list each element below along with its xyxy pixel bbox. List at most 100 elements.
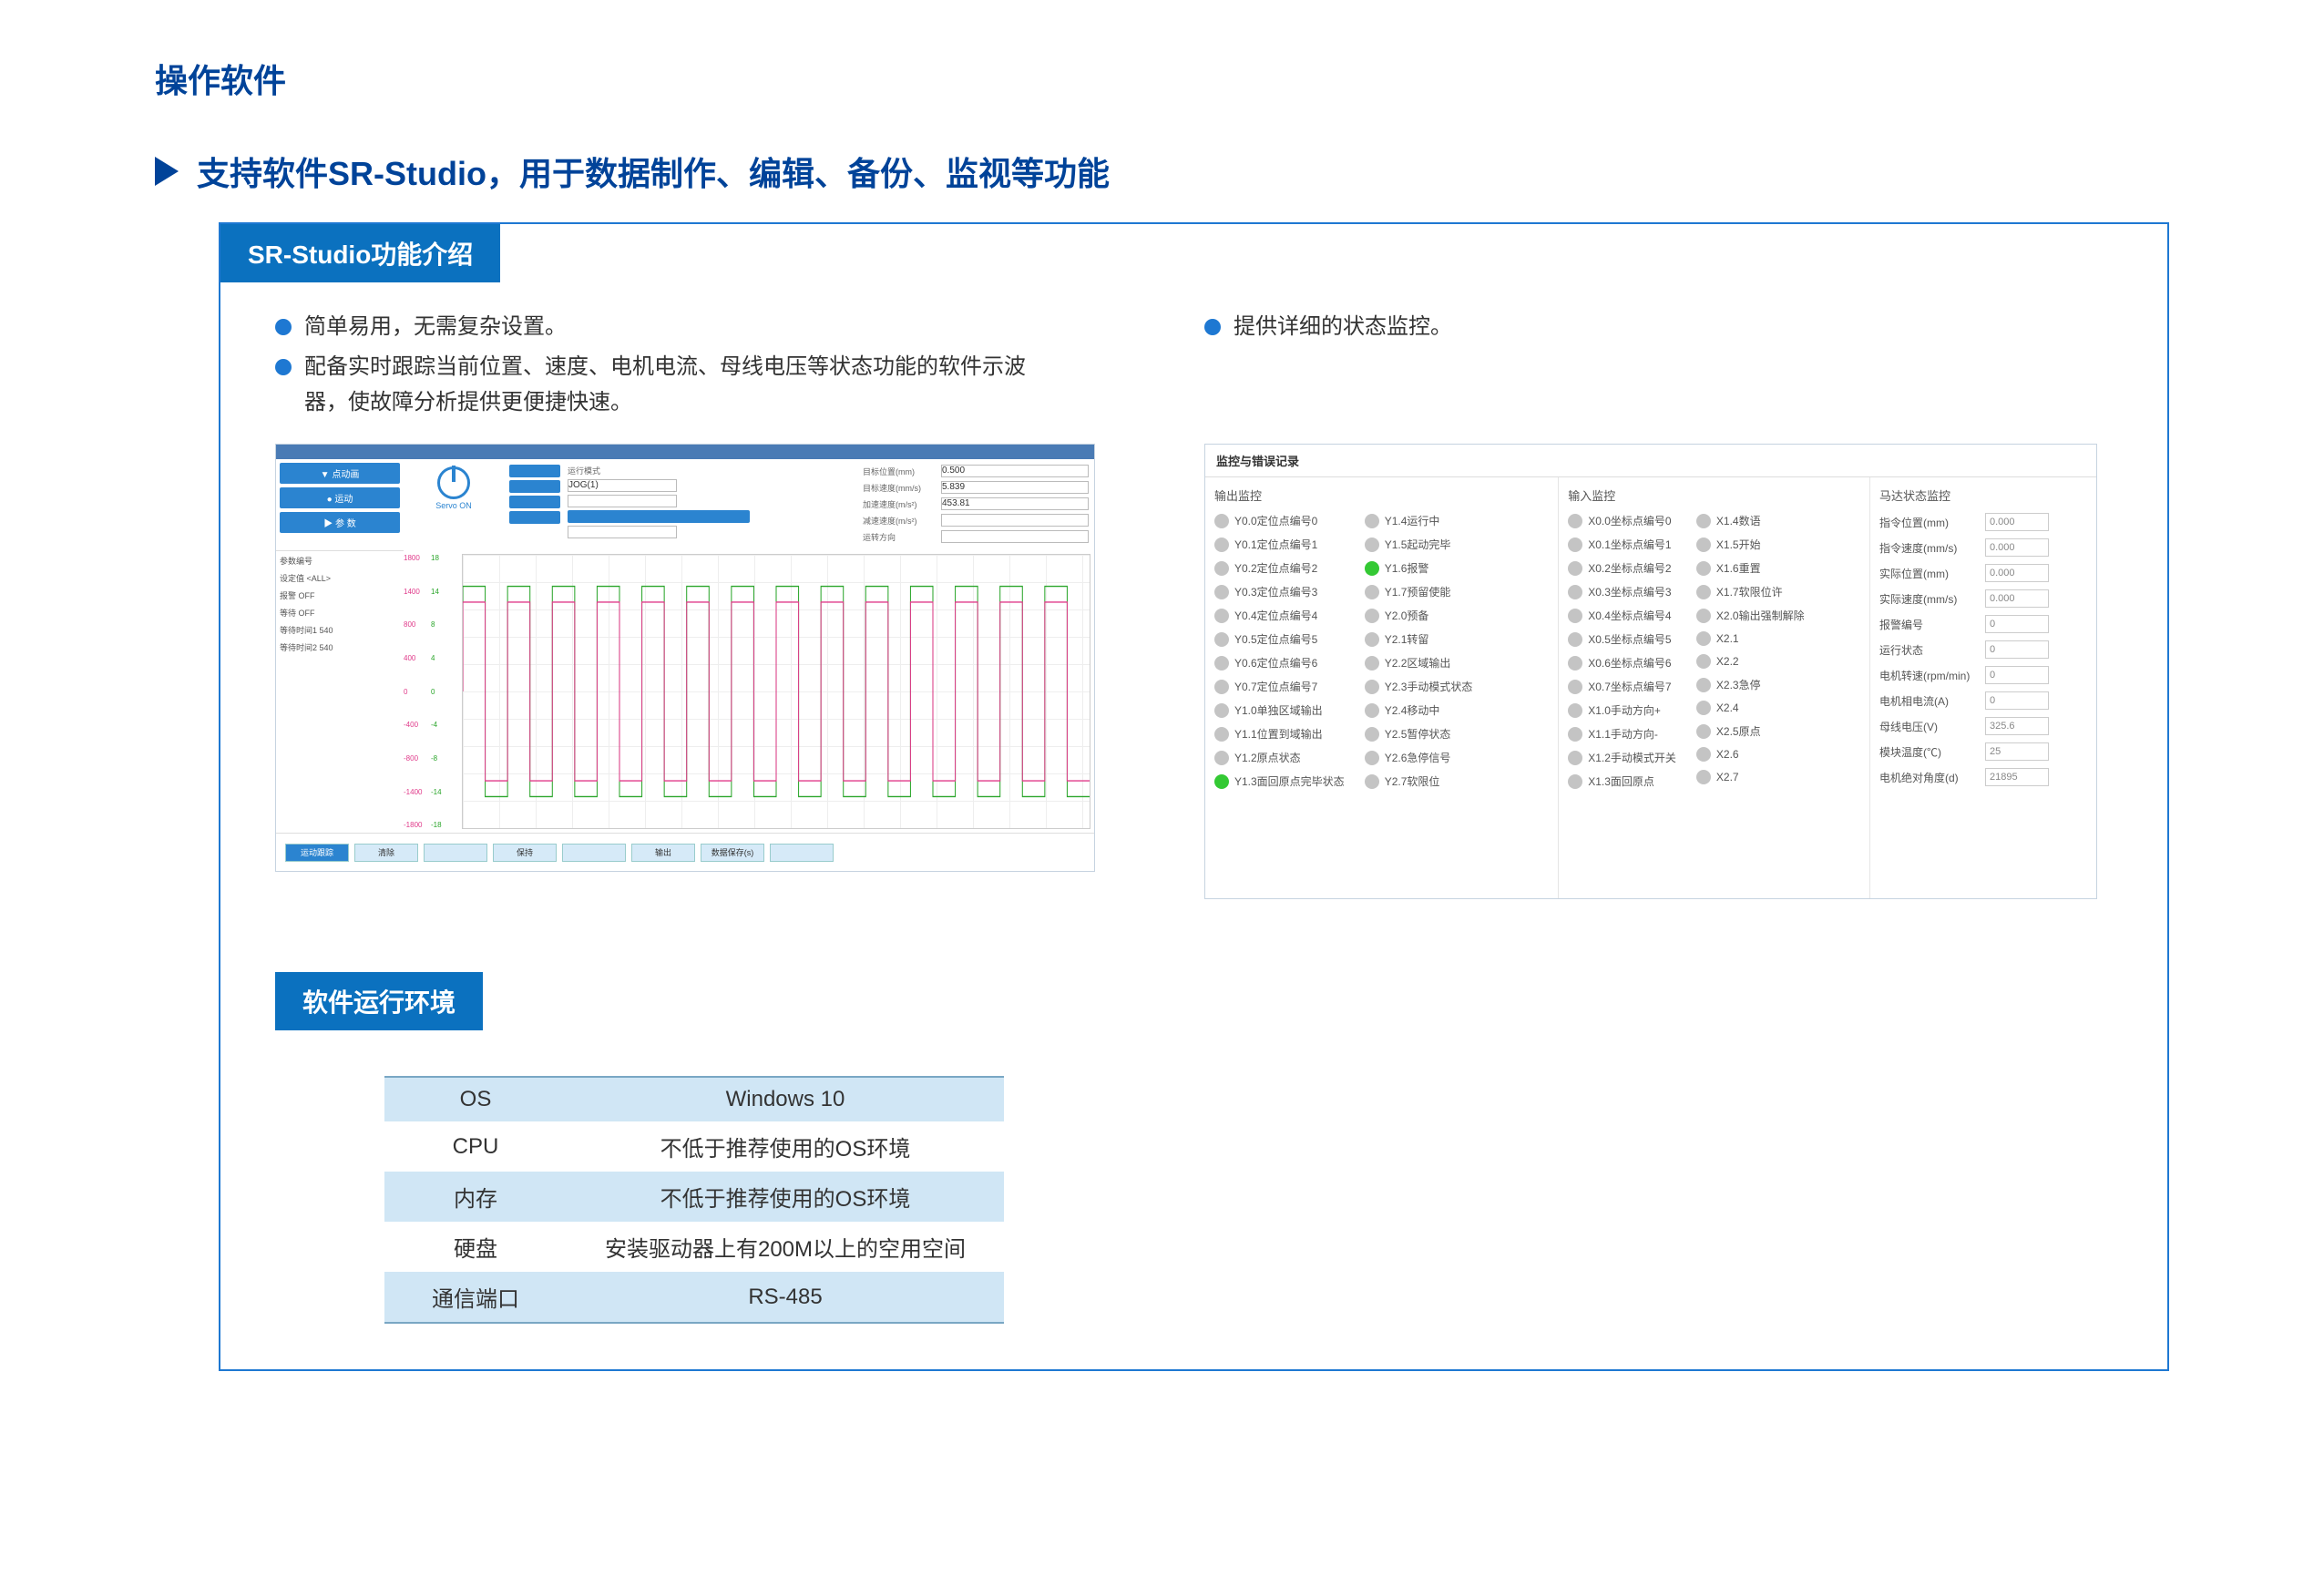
- power-icon[interactable]: [437, 466, 470, 499]
- mon-status-label: X2.4: [1716, 701, 1739, 714]
- osc-side-button[interactable]: ▶ 参 数: [280, 512, 400, 533]
- subhead-row: 支持软件SR-Studio，用于数据制作、编辑、备份、监视等功能: [155, 148, 2169, 195]
- status-dot-icon: [1365, 561, 1379, 576]
- mon-status-label: Y0.5定位点编号5: [1234, 631, 1317, 647]
- status-dot-icon: [1365, 609, 1379, 623]
- mon-status-label: Y0.3定位点编号3: [1234, 584, 1317, 599]
- status-dot-icon: [1365, 538, 1379, 552]
- mon-field-value[interactable]: 325.6: [1985, 717, 2049, 735]
- mon-status-item: Y2.3手动模式状态: [1365, 679, 1473, 694]
- mon-field-value[interactable]: 25: [1985, 742, 2049, 761]
- osc-axis-green: 1814840-4-8-14-18: [431, 550, 458, 833]
- mon-field-label: 指令位置(mm): [1879, 515, 1980, 530]
- mon-status-label: X1.0手动方向+: [1588, 702, 1661, 718]
- mon-status-item: X1.2手动模式开关: [1568, 750, 1676, 765]
- bullet-text: 提供详细的状态监控。: [1234, 310, 1452, 344]
- mon-status-label: Y2.1转留: [1385, 631, 1429, 647]
- mini-button[interactable]: [509, 465, 560, 477]
- mon-field-value[interactable]: 0.000: [1985, 538, 2049, 557]
- mon-field-value[interactable]: 0.000: [1985, 589, 2049, 608]
- osc-bottom-button[interactable]: 运动跟踪: [285, 844, 349, 862]
- osc-bottom-button[interactable]: [770, 844, 834, 862]
- env-table: OSWindows 10CPU不低于推荐使用的OS环境内存不低于推荐使用的OS环…: [384, 1076, 1004, 1324]
- mon-status-item: Y1.7预留使能: [1365, 584, 1473, 599]
- status-dot-icon: [1696, 585, 1711, 599]
- osc-bottom-button[interactable]: [424, 844, 487, 862]
- mon-status-label: X0.4坐标点编号4: [1588, 608, 1671, 623]
- mini-button[interactable]: [509, 480, 560, 493]
- status-dot-icon: [1214, 632, 1229, 647]
- mini-button[interactable]: [509, 511, 560, 524]
- status-dot-icon: [1214, 727, 1229, 742]
- mon-status-item: Y0.7定位点编号7: [1214, 679, 1345, 694]
- osc-bottom-button[interactable]: 输出: [631, 844, 695, 862]
- mon-status-item: Y0.4定位点编号4: [1214, 608, 1345, 623]
- mon-status-label: Y0.7定位点编号7: [1234, 679, 1317, 694]
- status-dot-icon: [1696, 514, 1711, 528]
- table-cell: 硬盘: [384, 1222, 567, 1272]
- status-dot-icon: [1568, 538, 1582, 552]
- mon-status-item: X1.5开始: [1696, 537, 1805, 552]
- mon-field-value[interactable]: 0: [1985, 691, 2049, 710]
- mon-field-row: 实际位置(mm) 0.000: [1879, 564, 2091, 582]
- table-cell: CPU: [384, 1121, 567, 1172]
- mon-status-item: Y1.5起动完毕: [1365, 537, 1473, 552]
- osc-param-label: 目标位置(mm): [863, 466, 936, 477]
- mon-status-item: Y1.0单独区域输出: [1214, 702, 1345, 718]
- mon-field-label: 实际位置(mm): [1879, 566, 1980, 581]
- osc-info: 参数编号设定值 <ALL>报警 OFF等待 OFF等待时间1 540等待时间2 …: [276, 550, 404, 833]
- osc-param-row: 减速速度(m/s²): [863, 514, 1089, 527]
- mon-field-value[interactable]: 21895: [1985, 768, 2049, 786]
- mon-field-value[interactable]: 0.000: [1985, 564, 2049, 582]
- osc-param-field[interactable]: 0.500: [941, 465, 1089, 477]
- status-dot-icon: [1568, 609, 1582, 623]
- osc-side-button[interactable]: ▼ 点动画: [280, 463, 400, 484]
- mon-status-item: Y0.2定位点编号2: [1214, 560, 1345, 576]
- osc-field[interactable]: [568, 526, 677, 538]
- section1-tab: SR-Studio功能介绍: [220, 224, 500, 282]
- osc-field[interactable]: [568, 495, 677, 507]
- osc-slider[interactable]: [568, 510, 750, 523]
- osc-param-label: 加速速度(m/s²): [863, 498, 936, 510]
- mon-col-head: 输出监控: [1214, 486, 1552, 504]
- mon-status-label: X0.0坐标点编号0: [1588, 513, 1671, 528]
- mon-status-label: X2.3急停: [1716, 677, 1761, 692]
- osc-side-button[interactable]: ● 运动: [280, 487, 400, 508]
- mon-field-label: 报警编号: [1879, 617, 1980, 632]
- mon-field-value[interactable]: 0: [1985, 640, 2049, 659]
- osc-bottom-button[interactable]: 清除: [354, 844, 418, 862]
- mon-status-label: X1.5开始: [1716, 537, 1761, 552]
- osc-param-field[interactable]: 453.81: [941, 497, 1089, 510]
- status-dot-icon: [1696, 609, 1711, 623]
- mon-status-item: X2.6: [1696, 747, 1805, 762]
- mon-status-label: X0.2坐标点编号2: [1588, 560, 1671, 576]
- mon-field-label: 运行状态: [1879, 642, 1980, 658]
- mon-status-item: X2.0输出强制解除: [1696, 608, 1805, 623]
- status-dot-icon: [1696, 770, 1711, 784]
- osc-param-field[interactable]: 5.839: [941, 481, 1089, 494]
- osc-info-row: 等待时间2 540: [280, 641, 400, 653]
- mon-field-row: 运行状态 0: [1879, 640, 2091, 659]
- mon-field-value[interactable]: 0.000: [1985, 513, 2049, 531]
- osc-dropdown[interactable]: JOG(1): [568, 479, 677, 492]
- mon-status-label: X1.3面回原点: [1588, 773, 1654, 789]
- mon-status-item: X0.7坐标点编号7: [1568, 679, 1676, 694]
- mon-field-value[interactable]: 0: [1985, 615, 2049, 633]
- mon-status-item: X0.3坐标点编号3: [1568, 584, 1676, 599]
- mon-status-item: Y2.7软限位: [1365, 773, 1473, 789]
- osc-param-label: 目标速度(mm/s): [863, 482, 936, 494]
- mon-status-item: X1.6重置: [1696, 560, 1805, 576]
- mon-col-head: 马达状态监控: [1879, 486, 2091, 504]
- mon-status-label: X2.2: [1716, 655, 1739, 668]
- table-cell: 不低于推荐使用的OS环境: [567, 1172, 1004, 1222]
- mon-field-value[interactable]: 0: [1985, 666, 2049, 684]
- osc-bottom-button[interactable]: 保持: [493, 844, 557, 862]
- status-dot-icon: [1214, 585, 1229, 599]
- mon-status-item: Y1.2原点状态: [1214, 750, 1345, 765]
- osc-bottom-button[interactable]: 数据保存(s): [701, 844, 764, 862]
- osc-bottom-button[interactable]: [562, 844, 626, 862]
- osc-param-field[interactable]: [941, 514, 1089, 527]
- osc-param-field[interactable]: [941, 530, 1089, 543]
- mon-status-label: Y1.6报警: [1385, 560, 1429, 576]
- mini-button[interactable]: [509, 496, 560, 508]
